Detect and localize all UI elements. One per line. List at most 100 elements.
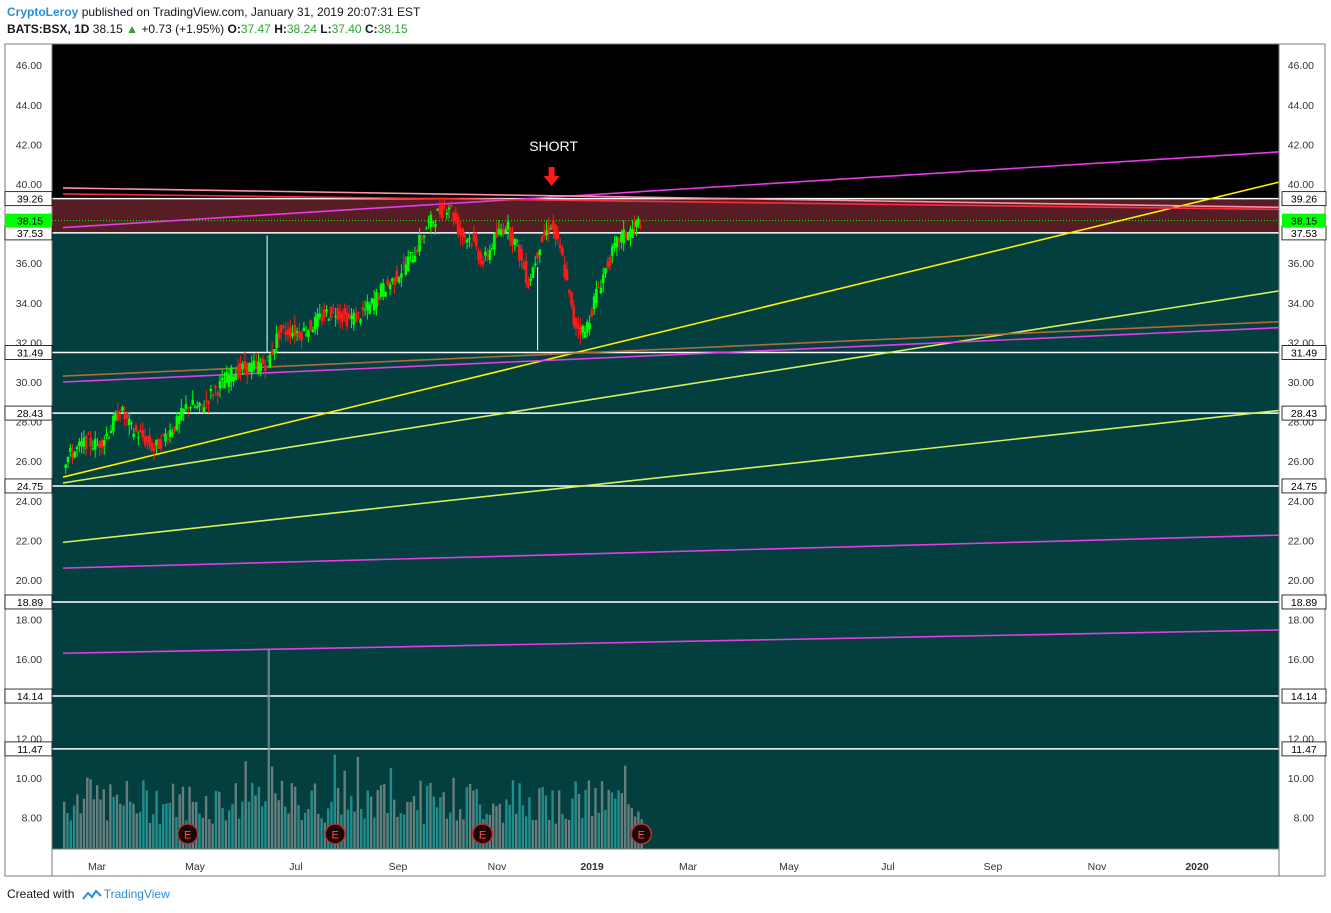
- candle-body: [429, 214, 433, 228]
- tradingview-link[interactable]: TradingView: [103, 887, 170, 901]
- volume-bar: [432, 796, 435, 849]
- candle-body: [284, 331, 288, 336]
- candle-body: [75, 446, 79, 450]
- volume-bar: [95, 785, 99, 849]
- volume-bar: [607, 789, 610, 849]
- candle-body: [552, 220, 555, 230]
- candle-body: [601, 274, 605, 284]
- volume-bar: [574, 781, 577, 849]
- candle-body: [624, 231, 628, 239]
- volume-bar: [307, 809, 310, 849]
- volume-bar: [155, 790, 158, 849]
- candle-body: [443, 207, 446, 209]
- right-axis-tick-label: 24.00: [1288, 496, 1314, 508]
- candle-body: [438, 206, 442, 215]
- volume-bar: [455, 820, 459, 849]
- candle-body: [411, 259, 415, 263]
- candle-body: [118, 415, 122, 417]
- volume-bar: [412, 796, 416, 849]
- volume-bar: [419, 780, 422, 849]
- earnings-marker-label: E: [638, 830, 645, 842]
- change-value: +0.73 (+1.95%): [141, 22, 225, 36]
- candle-body: [583, 331, 587, 338]
- candle-body: [322, 309, 326, 318]
- time-axis-tick-label: Mar: [679, 861, 698, 873]
- candle-body: [123, 413, 127, 420]
- price-chart[interactable]: SHORT E E E E 46.00 46.00 44.00 44.00 42.00 42.00 4…: [0, 0, 1331, 880]
- candle-body: [486, 254, 489, 257]
- time-axis-tick-label: 2019: [580, 861, 604, 873]
- candle-body: [264, 365, 267, 371]
- left-axis-tick-label: 40.00: [16, 179, 42, 191]
- candle-body: [239, 362, 242, 372]
- candle-body: [425, 228, 428, 230]
- earnings-marker-icon[interactable]: [324, 823, 346, 845]
- right-level-badge: [1281, 405, 1327, 421]
- volume-bar: [435, 807, 439, 849]
- volume-bar: [145, 790, 148, 849]
- author-link[interactable]: CryptoLeroy: [7, 5, 79, 19]
- trendline-magenta: [62, 325, 1304, 383]
- candle-body: [302, 327, 306, 331]
- volume-bar: [284, 806, 287, 849]
- volume-bar: [458, 809, 462, 849]
- candle-body: [336, 308, 340, 321]
- candle-body: [518, 245, 521, 261]
- left-axis-tick-label: 44.00: [16, 100, 42, 112]
- candle-body: [82, 437, 86, 447]
- candle-body: [243, 361, 247, 370]
- right-level-badge: [1281, 345, 1327, 360]
- earnings-marker-icon[interactable]: [630, 823, 653, 845]
- candle-body: [141, 430, 145, 438]
- volume-bar: [69, 820, 72, 849]
- candle-body: [159, 439, 163, 449]
- volume-bar: [247, 801, 251, 849]
- right-axis-tick-label: 22.00: [1288, 535, 1314, 547]
- volume-bar: [251, 782, 254, 849]
- left-level-badge-label: 18.89: [17, 597, 43, 609]
- volume-bar: [317, 813, 320, 849]
- volume-bar: [548, 819, 551, 849]
- trendline-red: [62, 193, 1304, 211]
- candle-body: [277, 331, 281, 339]
- volume-bar: [594, 788, 597, 849]
- volume-bar: [102, 789, 105, 849]
- volume-bar: [409, 802, 412, 849]
- volume-bar: [468, 783, 472, 849]
- candle-body: [268, 354, 272, 368]
- candle-body: [311, 329, 315, 333]
- left-level-badge-label: 31.49: [17, 347, 43, 359]
- volume-bar: [158, 823, 162, 849]
- left-axis: [4, 43, 53, 877]
- volume-bar: [356, 756, 360, 849]
- volume-bar: [204, 795, 208, 849]
- left-axis-tick-label: 46.00: [16, 60, 42, 72]
- volume-bar: [422, 823, 426, 849]
- candle-body: [375, 292, 378, 308]
- volume-bar: [597, 812, 600, 849]
- earnings-marker-icon[interactable]: [176, 823, 199, 845]
- candle-body: [207, 401, 210, 404]
- candle-body: [488, 249, 492, 260]
- candle-body: [515, 240, 519, 242]
- open-label: O:: [227, 22, 241, 36]
- candle-body: [395, 270, 399, 281]
- volume-bar: [366, 790, 369, 849]
- earnings-marker-icon[interactable]: [471, 823, 494, 845]
- candle-body: [413, 255, 417, 262]
- right-axis-tick-label: 42.00: [1288, 139, 1314, 151]
- up-arrow-icon: ▲: [126, 22, 139, 36]
- candle-body: [393, 277, 396, 285]
- high-value: 38.24: [286, 22, 317, 36]
- candle-body: [282, 325, 285, 328]
- candle-body: [459, 228, 462, 236]
- volume-bar: [188, 786, 191, 849]
- volume-bar: [320, 818, 323, 849]
- volume-bar: [534, 819, 538, 849]
- volume-bar: [495, 806, 498, 849]
- candle-body: [608, 257, 612, 266]
- volume-bar: [389, 768, 393, 849]
- volume-bar: [617, 790, 620, 849]
- left-last-price-label: 38.15: [17, 216, 43, 228]
- candle-body: [449, 205, 453, 207]
